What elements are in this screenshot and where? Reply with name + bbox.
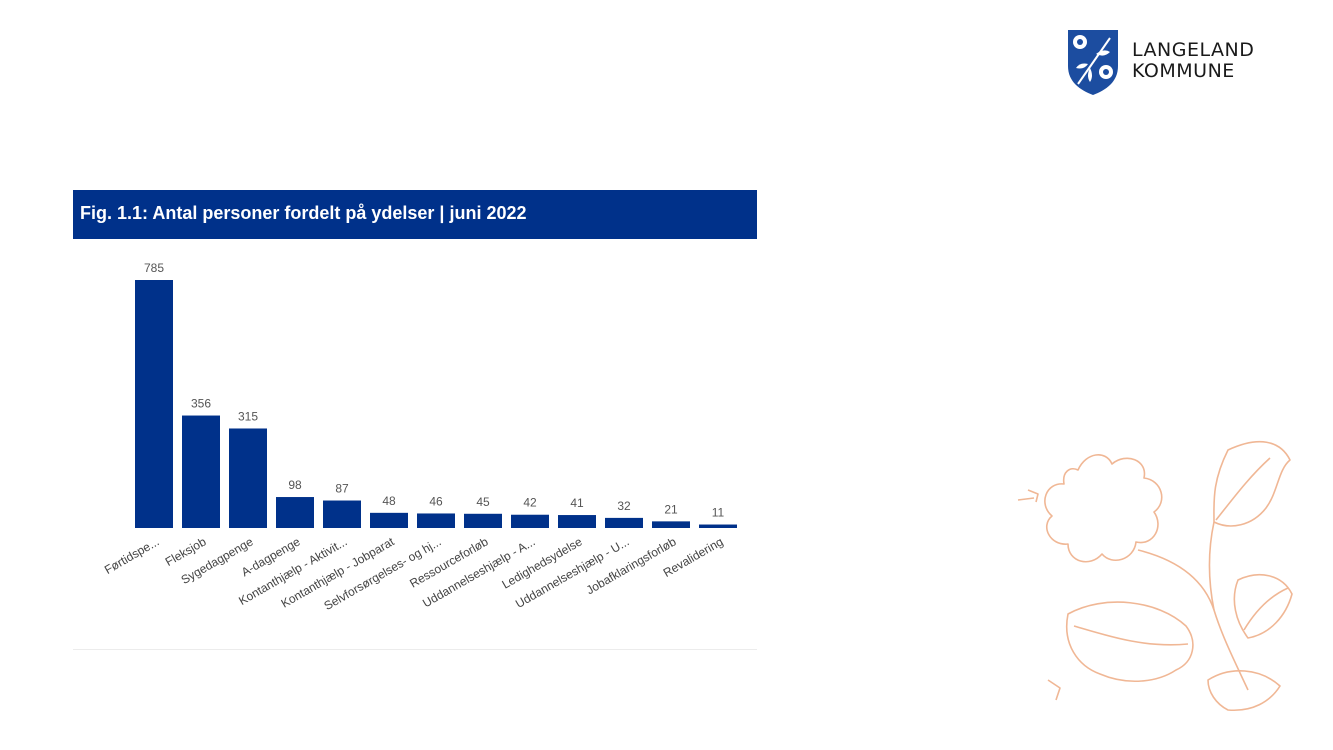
shield-with-roses-icon: [1068, 30, 1118, 95]
figure-title-bar: Fig. 1.1: Antal personer fordelt på ydel…: [73, 190, 757, 239]
bar-chart: 785 Førtidspe... 356 Fleksjob 315 Sygedagpeng…: [73, 239, 757, 649]
data-label-3: 98: [288, 478, 302, 492]
bar-9: [558, 515, 596, 528]
bar-4: [323, 500, 361, 528]
data-label-1: 356: [191, 397, 211, 411]
logo-wordmark: LANGELAND KOMMUNE: [1132, 40, 1254, 82]
data-label-6: 46: [429, 494, 443, 508]
data-label-0: 785: [144, 261, 164, 275]
bar-7: [464, 513, 502, 528]
logo-line-2: KOMMUNE: [1132, 60, 1235, 82]
data-label-2: 315: [238, 409, 258, 423]
data-label-11: 21: [664, 502, 678, 516]
data-label-4: 87: [335, 482, 349, 496]
bar-8: [511, 514, 549, 528]
bar-3: [276, 497, 314, 528]
data-label-7: 45: [476, 495, 490, 509]
bar-11: [652, 521, 690, 528]
data-label-9: 41: [570, 496, 584, 510]
data-label-5: 48: [382, 494, 396, 508]
data-label-10: 32: [617, 499, 631, 513]
bar-1: [182, 415, 220, 528]
rose-outline-icon: [1017, 441, 1293, 711]
logo-line-1: LANGELAND: [1132, 39, 1255, 61]
data-label-12: 11: [712, 506, 725, 520]
figure-title: Fig. 1.1: Antal personer fordelt på ydel…: [80, 203, 527, 223]
bar-6: [417, 513, 455, 528]
bar-0: [135, 280, 173, 528]
langeland-kommune-logo: LANGELAND KOMMUNE: [1066, 28, 1276, 98]
data-label-8: 42: [523, 496, 537, 510]
bar-chart-svg: 785Førtidspe...356Fleksjob315Sygedagpeng…: [102, 261, 737, 613]
bar-2: [229, 428, 267, 528]
category-label-0: Førtidspe...: [102, 534, 162, 576]
chart-bottom-divider: [73, 649, 757, 650]
bar-12: [699, 524, 737, 528]
bar-5: [370, 512, 408, 528]
bar-10: [605, 517, 643, 528]
